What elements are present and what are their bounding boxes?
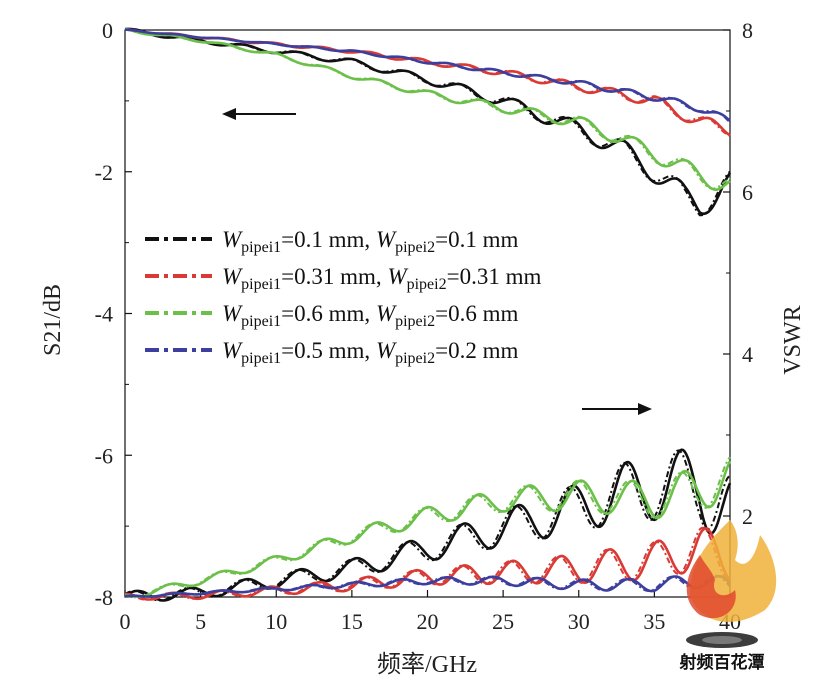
x-tick-label: 10 xyxy=(265,609,287,634)
left-y-tick-label: -2 xyxy=(95,160,113,185)
s21-series-line-dashdot xyxy=(124,28,731,124)
legend: Wpipei1=0.1 mm, Wpipei2=0.1 mm Wpipei1=0.… xyxy=(145,227,541,367)
s21-series-group xyxy=(124,27,732,217)
vswr-series-group xyxy=(124,448,732,602)
vswr-series-line-dashdot xyxy=(124,526,731,601)
left-y-axis-title: S21/dB xyxy=(40,284,66,356)
vswr-series-line-dashdot xyxy=(124,449,731,602)
vswr-series-line-dashdot xyxy=(124,456,731,599)
x-tick-label: 5 xyxy=(195,609,206,634)
s21-series-line xyxy=(124,27,732,215)
right-y-axis-title: VSWR xyxy=(780,305,806,374)
legend-entry: Wpipei1=0.1 mm, Wpipei2=0.1 mm xyxy=(222,227,518,256)
legend-entry: Wpipei1=0.6 mm, Wpipei2=0.6 mm xyxy=(222,301,518,330)
left-y-tick-label: -6 xyxy=(95,443,113,468)
x-tick-label: 35 xyxy=(643,609,665,634)
right-y-axis-ticks: 8 6 4 2 xyxy=(723,18,753,529)
s21-series-line-dashdot xyxy=(124,28,731,190)
vswr-series-line xyxy=(124,448,732,602)
s21-series-line-dashdot xyxy=(125,27,731,217)
left-y-tick-label: -8 xyxy=(95,585,113,610)
right-y-tick-label: 4 xyxy=(742,342,753,367)
left-y-axis-ticks: 0 -2 -4 -6 -8 xyxy=(95,18,132,610)
watermark-text: 射频百花潭 xyxy=(679,652,765,673)
right-axis-arrow xyxy=(582,403,652,415)
x-tick-label: 25 xyxy=(492,609,514,634)
x-tick-label: 0 xyxy=(120,609,131,634)
left-y-tick-label: -4 xyxy=(95,302,113,327)
left-axis-arrow xyxy=(222,108,296,120)
left-y-tick-label: 0 xyxy=(102,18,113,43)
x-tick-label: 20 xyxy=(417,609,439,634)
x-tick-label: 15 xyxy=(341,609,363,634)
x-tick-label: 30 xyxy=(568,609,590,634)
right-y-tick-label: 6 xyxy=(742,180,753,205)
legend-entry: Wpipei1=0.5 mm, Wpipei2=0.2 mm xyxy=(222,338,518,367)
right-y-tick-label: 8 xyxy=(742,18,753,43)
legend-entry: Wpipei1=0.31 mm, Wpipei2=0.31 mm xyxy=(222,264,541,293)
vswr-series-line xyxy=(125,527,731,601)
vswr-series-line-dashdot xyxy=(124,574,731,598)
watermark-logo: 射频百花潭 xyxy=(679,520,777,673)
x-axis-title: 频率/GHz xyxy=(377,651,477,678)
right-y-tick-label: 2 xyxy=(742,504,753,529)
